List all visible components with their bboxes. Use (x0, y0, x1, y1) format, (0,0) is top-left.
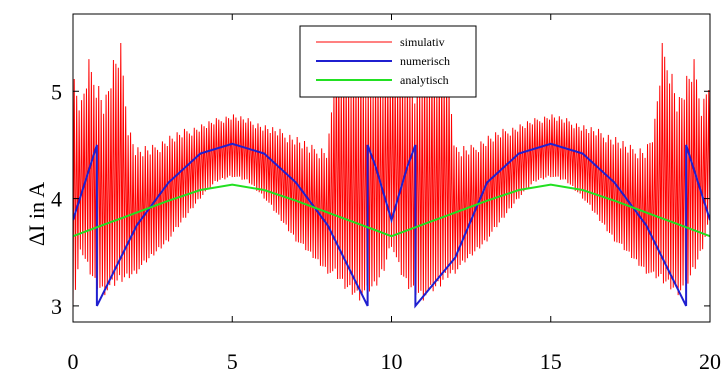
legend-label-simulativ: simulativ (400, 35, 445, 49)
y-tick-label: 5 (51, 79, 62, 104)
series-simulativ (73, 42, 710, 312)
x-tick-label: 20 (699, 349, 721, 369)
x-tick-label: 5 (227, 349, 238, 369)
x-tick-label: 15 (540, 349, 562, 369)
series-numerisch (73, 142, 710, 309)
legend-label-analytisch: analytisch (400, 73, 449, 87)
y-axis-label: ΔI in A (24, 182, 49, 246)
x-tick-label: 0 (68, 349, 79, 369)
series-analytisch (73, 183, 710, 238)
legend: simulativ numerisch analytisch (299, 25, 477, 98)
tick-layer: 0 5 10 15 20 3 4 5 (51, 14, 721, 369)
series-layer (73, 42, 710, 312)
legend-label-numerisch: numerisch (400, 54, 450, 68)
y-tick-label: 3 (51, 294, 62, 319)
x-tick-label: 10 (381, 349, 403, 369)
y-tick-label: 4 (51, 187, 62, 212)
